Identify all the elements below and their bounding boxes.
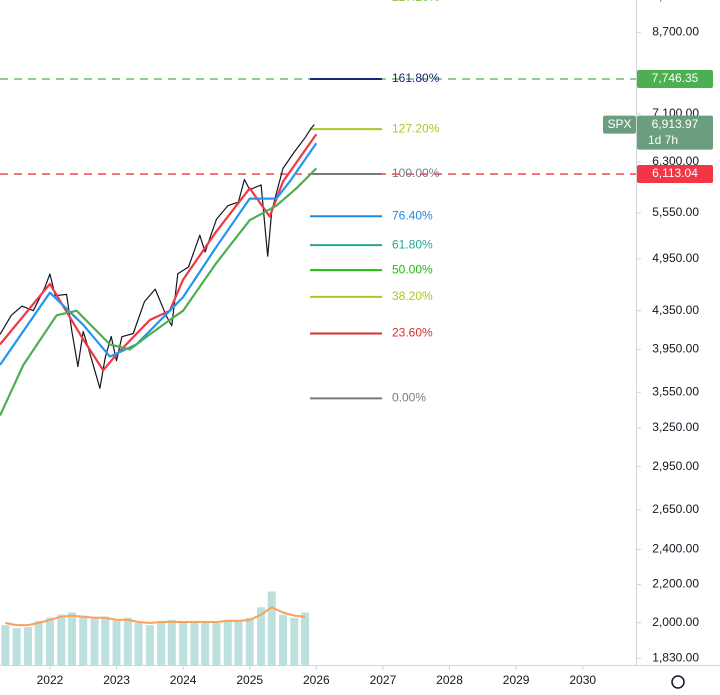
y-tick-label: 3,950.00 <box>652 342 699 356</box>
volume-bar <box>67 612 76 665</box>
fib-label: 0.00% <box>392 390 426 404</box>
volume-bar <box>145 625 154 665</box>
volume-bar <box>101 616 110 665</box>
y-tick-label: 3,550.00 <box>652 384 699 398</box>
volume-bar <box>12 628 21 665</box>
x-tick-label: 2024 <box>170 673 197 687</box>
volume-bar <box>179 623 188 665</box>
fib-label: 161.80% <box>392 71 440 85</box>
x-tick-label: 2022 <box>37 673 64 687</box>
x-tick-label: 2029 <box>503 673 530 687</box>
volume-bar <box>267 591 276 665</box>
volume-bar <box>134 623 143 665</box>
volume-bar <box>190 620 199 665</box>
fib-label: 227.20% <box>392 0 440 4</box>
price-badge <box>637 69 713 88</box>
volume-bar <box>57 614 66 665</box>
volume-bar <box>90 618 99 665</box>
x-tick-label: 2023 <box>103 673 130 687</box>
volume-bar <box>167 619 176 665</box>
volume-bar <box>34 620 43 665</box>
price-badge <box>637 165 713 184</box>
fib-label: 76.40% <box>392 208 433 222</box>
x-tick-label: 2026 <box>303 673 330 687</box>
fib-label: 38.20% <box>392 289 433 303</box>
x-tick-label: 2025 <box>236 673 263 687</box>
volume-bar <box>223 619 232 665</box>
symbol-label: SPX <box>607 117 631 131</box>
volume-bar <box>157 623 166 665</box>
y-tick-label: 4,950.00 <box>652 251 699 265</box>
symbol-badge <box>603 115 636 134</box>
y-tick-label: 2,400.00 <box>652 542 699 556</box>
moving-average <box>0 167 318 417</box>
y-tick-label: 2,000.00 <box>652 615 699 629</box>
volume-bar <box>79 615 88 665</box>
volume-bar <box>234 620 243 665</box>
y-tick-label: 3,250.00 <box>652 420 699 434</box>
fib-label: 100.00% <box>392 166 440 180</box>
y-tick-label: 2,200.00 <box>652 577 699 591</box>
last-price-label: 6,913.97 <box>652 117 699 131</box>
fib-label: 23.60% <box>392 326 433 340</box>
volume-bar <box>123 617 132 665</box>
x-tick-label: 2028 <box>436 673 463 687</box>
settings-icon[interactable] <box>671 675 685 689</box>
volume-bar <box>290 617 299 665</box>
volume-bar <box>257 607 266 665</box>
countdown-label: 1d 7h <box>648 133 678 147</box>
price-badge-label: 6,113.04 <box>652 166 698 180</box>
y-tick-label: 9,500.00 <box>652 0 699 3</box>
volume-bar <box>212 623 221 665</box>
volume-ma <box>5 606 306 627</box>
y-tick-label: 2,650.00 <box>652 502 699 516</box>
volume-bar <box>45 617 54 665</box>
volume-bar <box>1 625 10 665</box>
volume-bar <box>201 621 210 665</box>
y-tick-label: 5,550.00 <box>652 205 699 219</box>
x-tick-label: 2030 <box>569 673 596 687</box>
price-line-series <box>0 124 315 389</box>
volume-bar <box>245 617 254 665</box>
y-tick-label: 6,300.00 <box>652 154 699 168</box>
volume-bar <box>112 620 121 665</box>
price-badge-label: 7,746.35 <box>652 71 699 85</box>
x-tick-label: 2027 <box>370 673 397 687</box>
volume-bar <box>23 627 32 665</box>
fib-label: 50.00% <box>392 262 433 276</box>
moving-average <box>0 142 318 366</box>
y-tick-label: 8,700.00 <box>652 25 699 39</box>
fib-label: 61.80% <box>392 237 433 251</box>
fib-label: 127.20% <box>392 121 440 135</box>
volume-bar <box>279 614 288 665</box>
y-tick-label: 4,350.00 <box>652 303 699 317</box>
y-tick-label: 2,950.00 <box>652 459 699 473</box>
last-price-badge <box>637 115 713 150</box>
volume-bar <box>301 612 310 665</box>
y-tick-label: 1,830.00 <box>652 651 699 665</box>
